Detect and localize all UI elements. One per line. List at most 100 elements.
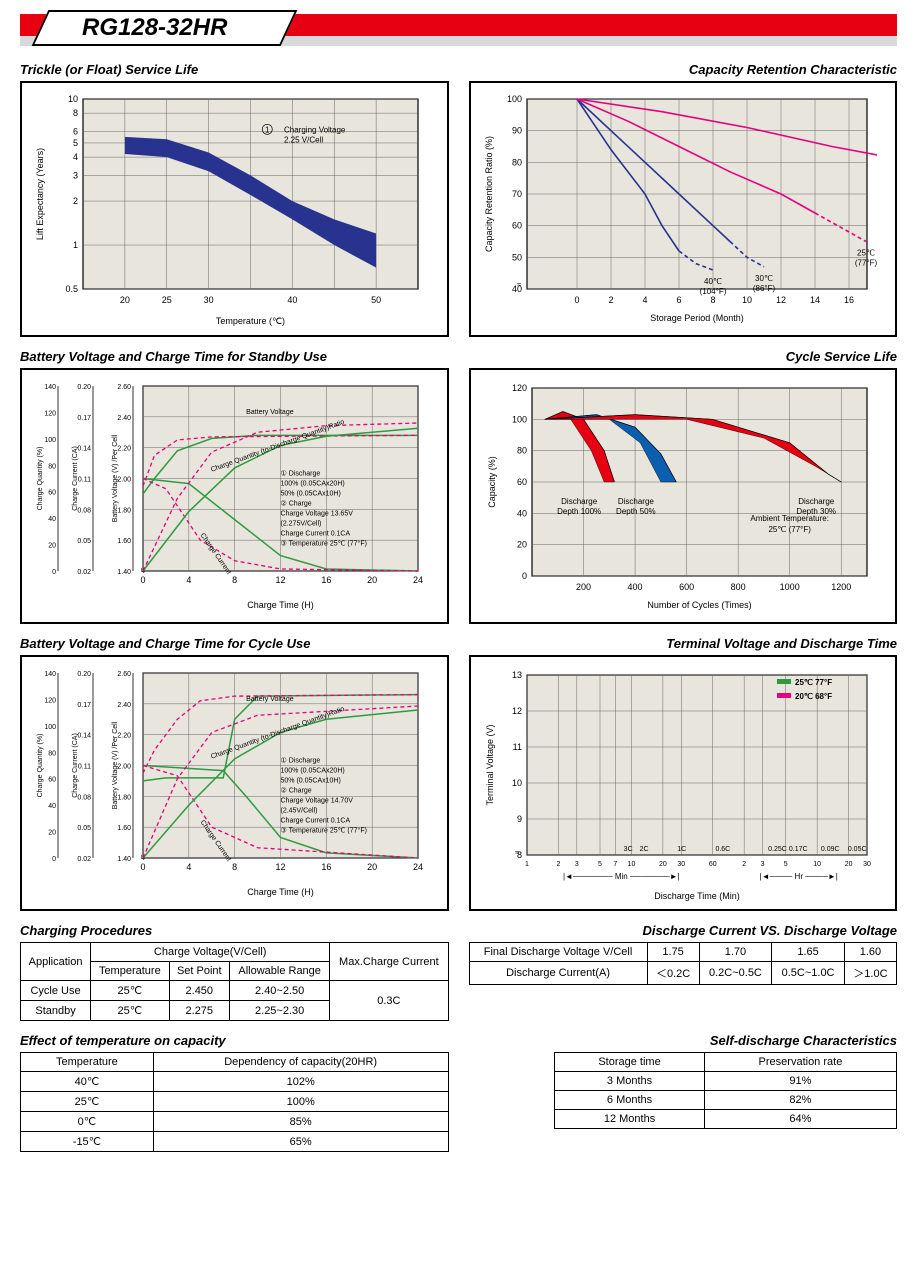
svg-text:Lift Expectancy (Years): Lift Expectancy (Years) xyxy=(35,148,45,240)
svg-text:7: 7 xyxy=(613,861,617,868)
selfdis-table: Storage timePreservation rate 3 Months91… xyxy=(554,1052,897,1129)
svg-text:0.05: 0.05 xyxy=(77,538,91,545)
svg-text:80: 80 xyxy=(516,446,526,456)
svg-text:0.17C: 0.17C xyxy=(788,846,807,853)
svg-text:120: 120 xyxy=(44,697,56,704)
standby-chart: 04812162024020406080100120140Charge Quan… xyxy=(20,368,449,624)
svg-text:Charge Current (CA): Charge Current (CA) xyxy=(72,446,79,511)
svg-text:Storage Period (Month): Storage Period (Month) xyxy=(650,313,744,323)
svg-text:3C: 3C xyxy=(623,846,632,853)
svg-text:0.14: 0.14 xyxy=(77,446,91,453)
svg-text:100: 100 xyxy=(511,414,526,424)
svg-text:20: 20 xyxy=(658,861,666,868)
svg-text:Discharge Time (Min): Discharge Time (Min) xyxy=(654,891,740,901)
svg-text:20: 20 xyxy=(844,861,852,868)
svg-text:1.80: 1.80 xyxy=(117,507,131,514)
dischargeIV-table: Final Discharge Voltage V/Cell 1.75 1.70… xyxy=(469,942,898,985)
svg-text:② Charge: ② Charge xyxy=(281,499,312,507)
retention-title: Capacity Retention Characteristic xyxy=(469,62,898,77)
standby-title: Battery Voltage and Charge Time for Stan… xyxy=(20,349,449,364)
svg-text:100: 100 xyxy=(44,437,56,444)
svg-text:6: 6 xyxy=(73,126,78,136)
svg-text:60: 60 xyxy=(48,490,56,497)
svg-text:100% (0.05CAx20H): 100% (0.05CAx20H) xyxy=(281,480,345,487)
svg-text:5: 5 xyxy=(783,861,787,868)
svg-text:Number of Cycles (Times): Number of Cycles (Times) xyxy=(647,600,751,610)
table-row: Cycle Use 25℃ 2.450 2.40~2.50 0.3C xyxy=(21,981,449,1001)
svg-text:0.25C: 0.25C xyxy=(768,846,787,853)
svg-text:16: 16 xyxy=(843,295,853,305)
svg-text:0.02: 0.02 xyxy=(77,569,91,576)
th-max: Max.Charge Current xyxy=(330,943,448,981)
svg-text:|◄──── Hr ────►|: |◄──── Hr ────►| xyxy=(759,872,837,881)
svg-text:140: 140 xyxy=(44,384,56,391)
svg-text:① Discharge: ① Discharge xyxy=(281,469,321,477)
svg-text:14: 14 xyxy=(809,295,819,305)
svg-text:Charging Voltage: Charging Voltage xyxy=(284,125,346,134)
svg-text:Ambient Temperature:: Ambient Temperature: xyxy=(750,514,829,523)
svg-text:25℃ (77°F): 25℃ (77°F) xyxy=(768,525,811,534)
svg-text:Charge Current 0.1CA: Charge Current 0.1CA xyxy=(281,530,351,537)
svg-text:12: 12 xyxy=(275,575,285,585)
svg-text:Charge Quantity (%): Charge Quantity (%) xyxy=(37,734,44,798)
svg-text:10: 10 xyxy=(627,861,635,868)
svg-text:2.00: 2.00 xyxy=(117,764,131,771)
terminal-title: Terminal Voltage and Discharge Time xyxy=(469,636,898,651)
charging-title: Charging Procedures xyxy=(20,923,449,938)
svg-text:Charge Current 0.1CA: Charge Current 0.1CA xyxy=(281,817,351,824)
svg-text:60: 60 xyxy=(48,777,56,784)
th-app: Application xyxy=(21,943,91,981)
svg-text:100% (0.05CAx20H): 100% (0.05CAx20H) xyxy=(281,767,345,774)
header-bar: RG128-32HR xyxy=(20,10,897,46)
svg-text:Depth 50%: Depth 50% xyxy=(616,507,656,516)
svg-text:30℃: 30℃ xyxy=(755,274,773,283)
model-title-shape: RG128-32HR xyxy=(32,10,298,46)
th-temp: Temperature xyxy=(91,962,169,981)
svg-text:(2.275V/Cell): (2.275V/Cell) xyxy=(281,520,322,527)
svg-text:Capacity Retention Ratio (%): Capacity Retention Ratio (%) xyxy=(484,136,494,252)
svg-text:0.14: 0.14 xyxy=(77,733,91,740)
svg-text:25: 25 xyxy=(162,295,172,305)
svg-text:20: 20 xyxy=(48,543,56,550)
th-cv: Charge Voltage(V/Cell) xyxy=(91,943,330,962)
svg-text:2.60: 2.60 xyxy=(117,671,131,678)
svg-text:24: 24 xyxy=(413,862,423,872)
svg-text:③ Temperature 25℃ (77°F): ③ Temperature 25℃ (77°F) xyxy=(281,826,367,834)
svg-text:60: 60 xyxy=(511,221,521,231)
svg-text:6: 6 xyxy=(676,295,681,305)
svg-text:0.05: 0.05 xyxy=(77,825,91,832)
svg-text:3: 3 xyxy=(574,861,578,868)
svg-text:|◄─────── Min ───────►|: |◄─────── Min ───────►| xyxy=(562,872,679,881)
th-set: Set Point xyxy=(169,962,229,981)
svg-text:Charge Voltage 13.65V: Charge Voltage 13.65V xyxy=(281,510,354,517)
svg-text:90: 90 xyxy=(511,126,521,136)
svg-text:600: 600 xyxy=(679,582,694,592)
svg-text:5: 5 xyxy=(73,138,78,148)
svg-text:1: 1 xyxy=(525,861,529,868)
svg-text:2: 2 xyxy=(556,861,560,868)
svg-text:2: 2 xyxy=(73,196,78,206)
svg-text:30: 30 xyxy=(204,295,214,305)
cycleuse-title: Battery Voltage and Charge Time for Cycl… xyxy=(20,636,449,651)
trickle-title: Trickle (or Float) Service Life xyxy=(20,62,449,77)
svg-text:0: 0 xyxy=(52,856,56,863)
svg-text:50: 50 xyxy=(371,295,381,305)
svg-text:8: 8 xyxy=(232,862,237,872)
svg-text:8: 8 xyxy=(710,295,715,305)
svg-text:20: 20 xyxy=(367,862,377,872)
svg-text:Battery Voltage: Battery Voltage xyxy=(246,409,294,416)
svg-text:2.40: 2.40 xyxy=(117,702,131,709)
svg-text:800: 800 xyxy=(730,582,745,592)
svg-text:400: 400 xyxy=(627,582,642,592)
model-title: RG128-32HR xyxy=(82,14,227,42)
svg-text:Charge Voltage 14.70V: Charge Voltage 14.70V xyxy=(281,797,354,804)
svg-text:20: 20 xyxy=(120,295,130,305)
svg-text:0.6C: 0.6C xyxy=(715,846,730,853)
svg-text:Battery Voltage: Battery Voltage xyxy=(246,696,294,703)
svg-text:Charge Current (CA): Charge Current (CA) xyxy=(72,733,79,798)
svg-text:0.20: 0.20 xyxy=(77,671,91,678)
svg-text:10: 10 xyxy=(511,778,521,788)
svg-text:30: 30 xyxy=(677,861,685,868)
svg-text:40: 40 xyxy=(48,803,56,810)
svg-text:200: 200 xyxy=(576,582,591,592)
